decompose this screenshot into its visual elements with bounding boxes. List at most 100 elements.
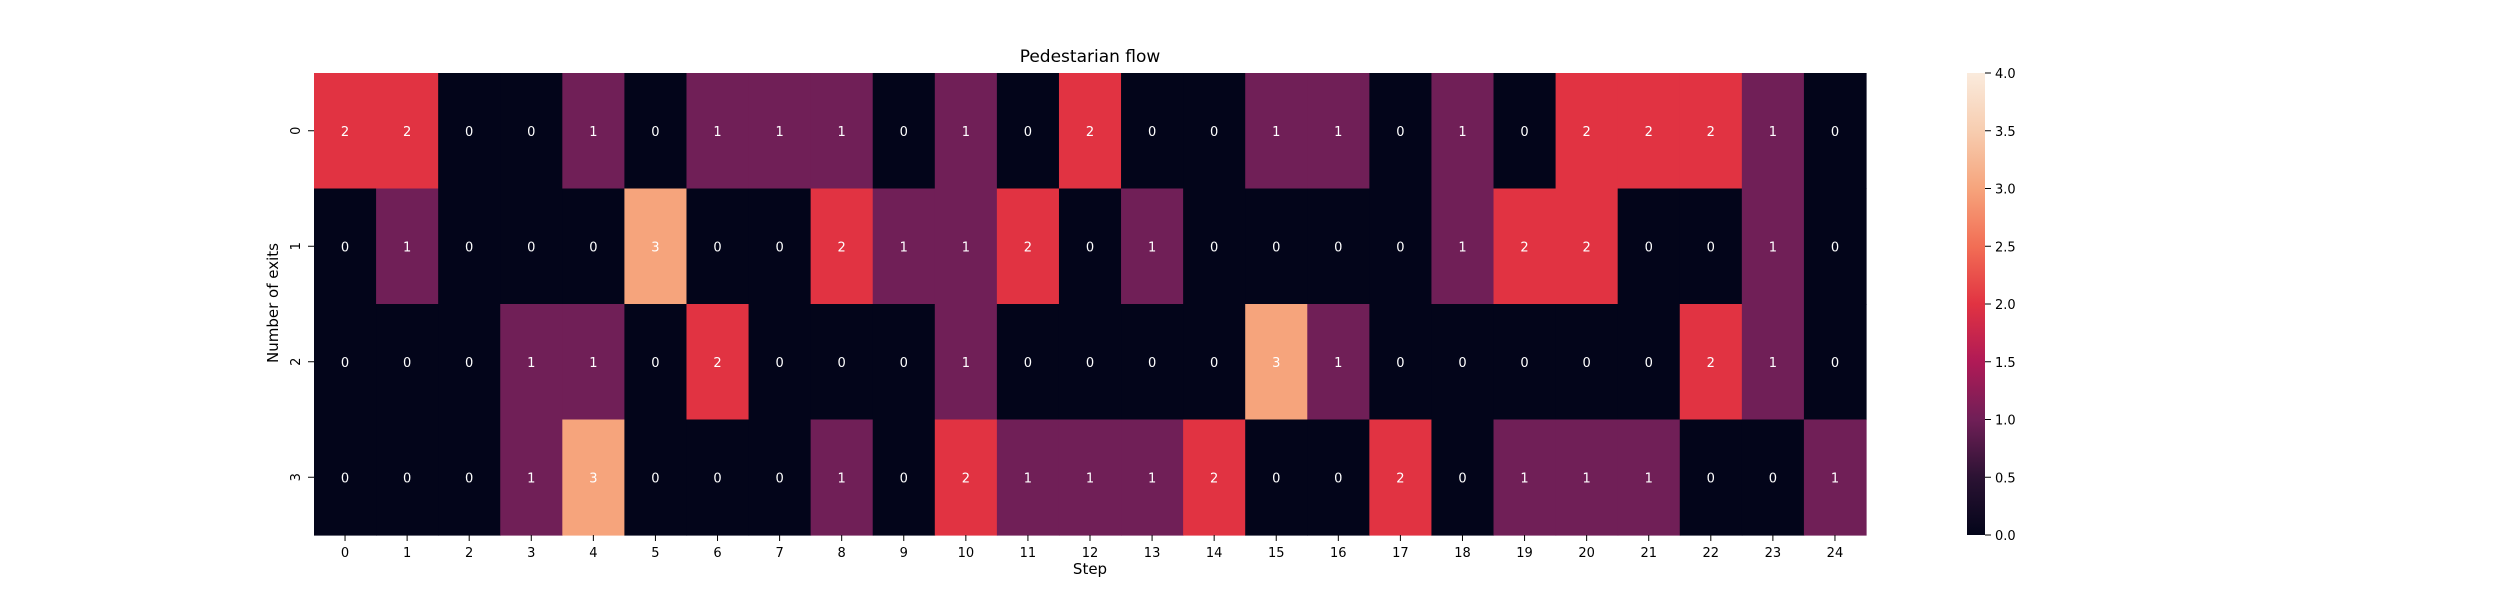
heatmap-cell xyxy=(1058,188,1122,305)
cell-value-label: 2 xyxy=(1520,240,1528,255)
heatmap-cell xyxy=(1121,73,1184,190)
cell-value-label: 3 xyxy=(651,240,659,255)
cell-value-label: 1 xyxy=(838,125,846,140)
heatmap-cell xyxy=(1369,304,1433,421)
cell-value-label: 0 xyxy=(1210,125,1218,140)
heatmap-cell xyxy=(934,73,998,190)
cell-value-label: 2 xyxy=(403,125,411,140)
x-axis-ticks: 0 1 2 3 4 5 6 7 8 9 10 11 12 13 14 15 16 17 18 19 20 21 22 23 24 xyxy=(341,535,1843,561)
cell-value-label: 0 xyxy=(1086,240,1094,255)
y-axis-label: Number of exits xyxy=(264,243,282,363)
heatmap-cell xyxy=(1741,419,1805,536)
cell-value-label: 1 xyxy=(527,471,535,486)
heatmap-cell xyxy=(314,73,377,190)
cell-value-label: 0 xyxy=(900,125,908,140)
cell-value-label: 0 xyxy=(1396,356,1404,371)
heatmap-cell xyxy=(1431,73,1495,190)
heatmap-cell xyxy=(376,419,439,536)
cell-value-label: 1 xyxy=(962,240,970,255)
cell-value-label: 2 xyxy=(1582,240,1590,255)
heatmap-cell xyxy=(748,188,812,305)
heatmap-cell xyxy=(1431,188,1495,305)
heatmap-cell xyxy=(438,419,501,536)
cell-value-label: 2 xyxy=(341,125,349,140)
x-tick-label: 21 xyxy=(1640,546,1657,561)
cell-value-label: 0 xyxy=(1520,125,1528,140)
heatmap-cell xyxy=(1121,188,1184,305)
cell-value-label: 1 xyxy=(1769,125,1777,140)
heatmap-cell xyxy=(996,419,1060,536)
heatmap-cell xyxy=(1493,73,1557,190)
colorbar xyxy=(1967,73,1985,535)
heatmap-cell xyxy=(562,73,625,190)
heatmap-cell xyxy=(500,419,563,536)
x-tick-label: 19 xyxy=(1516,546,1533,561)
cell-value-label: 0 xyxy=(527,125,535,140)
cell-value-label: 0 xyxy=(900,356,908,371)
heatmap-cell xyxy=(1493,419,1557,536)
heatmap-cell xyxy=(1679,419,1743,536)
heatmap-cell xyxy=(1555,304,1619,421)
heatmap-cell xyxy=(562,304,625,421)
heatmap-cell xyxy=(1803,188,1867,305)
cell-value-label: 0 xyxy=(651,125,659,140)
cell-value-label: 0 xyxy=(1272,471,1280,486)
heatmap-cell xyxy=(1803,419,1867,536)
cell-value-label: 0 xyxy=(465,240,473,255)
cell-value-label: 1 xyxy=(1148,240,1156,255)
cell-value-label: 0 xyxy=(465,471,473,486)
x-tick-label: 12 xyxy=(1082,546,1099,561)
heatmap-cell xyxy=(810,419,874,536)
cell-value-label: 0 xyxy=(1148,125,1156,140)
heatmap-cell xyxy=(1431,419,1495,536)
cell-value-label: 0 xyxy=(1272,240,1280,255)
heatmap-cell xyxy=(1803,73,1867,190)
y-tick-label: 0 xyxy=(289,127,304,135)
cell-value-label: 1 xyxy=(1334,125,1342,140)
cell-value-label: 0 xyxy=(341,240,349,255)
heatmap-cell xyxy=(314,188,377,305)
cell-value-label: 0 xyxy=(1210,356,1218,371)
heatmap-cell xyxy=(996,73,1060,190)
heatmap-cell xyxy=(872,188,936,305)
heatmap-cell xyxy=(1058,304,1122,421)
x-tick-label: 7 xyxy=(775,546,783,561)
cell-value-label: 1 xyxy=(1645,471,1653,486)
x-tick-label: 18 xyxy=(1454,546,1471,561)
cell-value-label: 0 xyxy=(775,471,783,486)
cell-value-label: 1 xyxy=(962,125,970,140)
heatmap-cell xyxy=(376,188,439,305)
cell-value-label: 2 xyxy=(1210,471,1218,486)
cell-value-label: 1 xyxy=(1582,471,1590,486)
heatmap-cells xyxy=(314,73,1867,536)
cell-value-label: 1 xyxy=(1769,356,1777,371)
colorbar-tick-label: 2.0 xyxy=(1995,298,2016,313)
heatmap-cell xyxy=(438,188,501,305)
x-tick-label: 1 xyxy=(403,546,411,561)
cell-value-label: 1 xyxy=(1272,125,1280,140)
x-tick-label: 8 xyxy=(838,546,846,561)
cell-value-label: 1 xyxy=(1334,356,1342,371)
heatmap-cell xyxy=(1679,304,1743,421)
y-axis-ticks: 0 1 2 3 xyxy=(289,127,314,481)
heatmap-cell xyxy=(438,73,501,190)
heatmap-cell xyxy=(810,73,874,190)
cell-value-label: 1 xyxy=(1148,471,1156,486)
x-tick-label: 20 xyxy=(1578,546,1595,561)
heatmap-cell xyxy=(1245,419,1308,536)
cell-value-label: 1 xyxy=(838,471,846,486)
cell-value-label: 0 xyxy=(1831,356,1839,371)
heatmap-cell xyxy=(1555,73,1619,190)
heatmap-cell xyxy=(1121,304,1184,421)
x-tick-label: 11 xyxy=(1020,546,1037,561)
cell-value-label: 0 xyxy=(341,471,349,486)
heatmap-cell xyxy=(872,419,936,536)
heatmap-cell xyxy=(1058,419,1122,536)
colorbar-tick-label: 1.5 xyxy=(1995,356,2016,371)
heatmap-cell xyxy=(1369,73,1433,190)
cell-value-label: 0 xyxy=(1334,240,1342,255)
heatmap-cell xyxy=(1803,304,1867,421)
cell-value-label: 1 xyxy=(962,356,970,371)
cell-value-label: 0 xyxy=(1210,240,1218,255)
